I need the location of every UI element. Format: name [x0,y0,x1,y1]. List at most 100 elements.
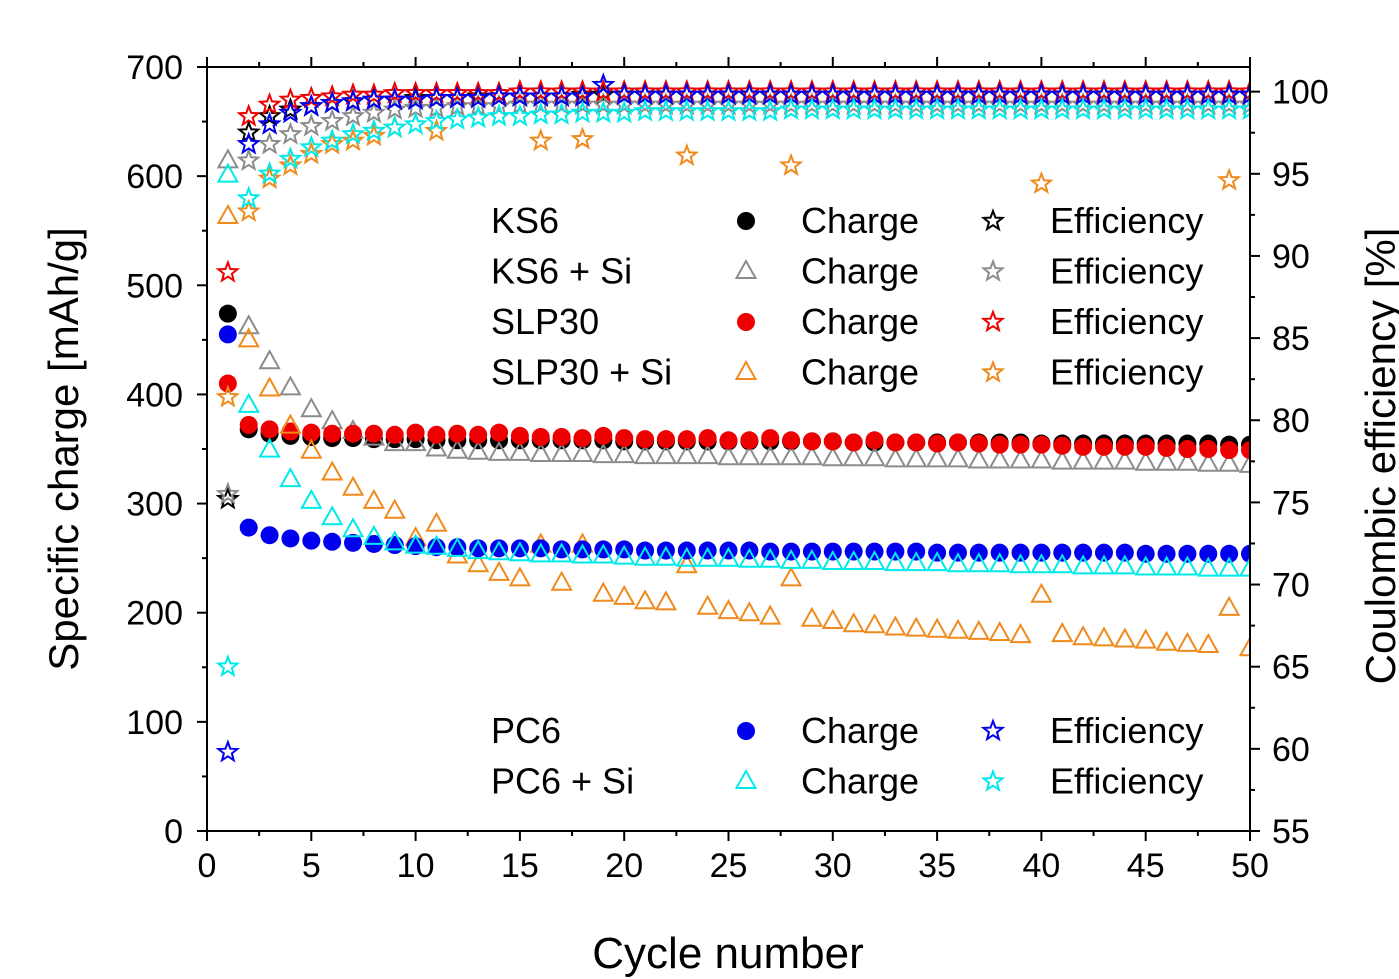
charge-point [1218,556,1241,577]
charge-point [1199,440,1218,458]
series-efficiency [215,96,1250,678]
charge-point [1009,623,1032,644]
charge-point [613,544,636,565]
efficiency-point [340,121,366,145]
efficiency-point [632,98,658,122]
efficiency-point [445,80,470,104]
legend-row: PC6 Charge Efficiency [491,710,1203,751]
charge-point [1155,630,1178,651]
y-tick-label: 300 [126,486,183,524]
charge-point [802,432,821,451]
efficiency-point [528,128,554,152]
charge-point [260,526,279,545]
efficiency-point [507,78,533,103]
charge-point [592,442,615,464]
efficiency-point [1029,96,1054,121]
charge-point [615,429,634,448]
efficiency-point [319,90,345,114]
efficiency-point [236,198,261,223]
efficiency-point [1196,78,1221,103]
charge-point [323,532,342,551]
x-tick-label: 10 [397,847,435,885]
efficiency-point [757,98,783,122]
charge-point [237,392,260,413]
charge-point [740,431,759,450]
charge-point [279,467,302,488]
charge-point [800,606,824,627]
charge-point [865,431,884,450]
charge-point [1074,543,1093,562]
charge-point [466,552,490,573]
x-tick-label: 45 [1127,847,1165,885]
efficiency-point [403,87,428,111]
efficiency-point [1049,96,1075,121]
charge-point [279,413,302,434]
efficiency-point [1112,96,1138,121]
efficiency-point [674,98,700,122]
efficiency-point [1070,78,1096,103]
y2-axis-label: Coulombic efficiency [%] [1357,228,1399,685]
efficiency-point [799,96,825,121]
charge-point [1220,544,1239,563]
charge-point [990,435,1009,454]
x-tick-label: 20 [605,847,643,885]
charge-point [302,423,321,442]
efficiency-point [1237,78,1250,103]
charge-point [654,590,678,611]
efficiency-point [465,105,491,129]
charge-point [1155,450,1178,471]
charge-point [1009,448,1032,469]
charge-point [675,546,698,567]
efficiency-point [215,384,241,408]
efficiency-point [695,98,720,122]
y-tick-label: 500 [126,267,183,305]
legend: KS6 Charge Efficiency KS6 + Si Charge Efficie… [491,200,1203,802]
efficiency-point [424,118,449,142]
efficiency-point [486,103,512,127]
efficiency-point [611,100,637,124]
charge-point [842,612,865,633]
efficiency-point [445,106,470,131]
efficiency-point [465,83,491,108]
y2-tick-label: 75 [1272,484,1310,522]
efficiency-point [319,131,345,155]
charge-point [988,552,1011,573]
efficiency-point [1133,78,1158,103]
charge-point [1238,556,1250,577]
y-tick-label: 200 [126,595,183,633]
charge-point [406,423,425,442]
charge-point [1009,553,1032,574]
efficiency-point [966,96,992,121]
legend-material: KS6 + Si [491,251,632,292]
efficiency-point [549,78,574,103]
series-efficiency [215,72,1250,763]
efficiency-point [1216,96,1242,121]
efficiency-point [299,134,324,158]
charge-point [738,601,761,622]
charge-point [237,327,260,348]
charge-point [1094,543,1113,562]
legend-efficiency-marker [980,768,1006,792]
charge-point [487,540,511,561]
charge-point [779,548,803,569]
charge-point [863,613,886,634]
charge-point [1199,544,1218,563]
efficiency-point [382,80,408,104]
charge-point [1238,636,1250,657]
efficiency-point [757,78,783,103]
charge-point [216,148,239,169]
efficiency-point [1196,96,1221,121]
efficiency-point [1070,96,1096,121]
charge-point [594,426,613,445]
charge-point [842,446,865,467]
charge-point [1051,449,1074,470]
charge-point [1030,553,1053,574]
charge-point [613,442,636,464]
charge-point [1220,441,1239,460]
efficiency-point [1175,96,1200,121]
efficiency-point [737,98,762,122]
charge-point [1136,437,1155,456]
charge-point [654,444,678,465]
x-tick-label: 15 [501,847,539,885]
charge-point [592,543,615,564]
